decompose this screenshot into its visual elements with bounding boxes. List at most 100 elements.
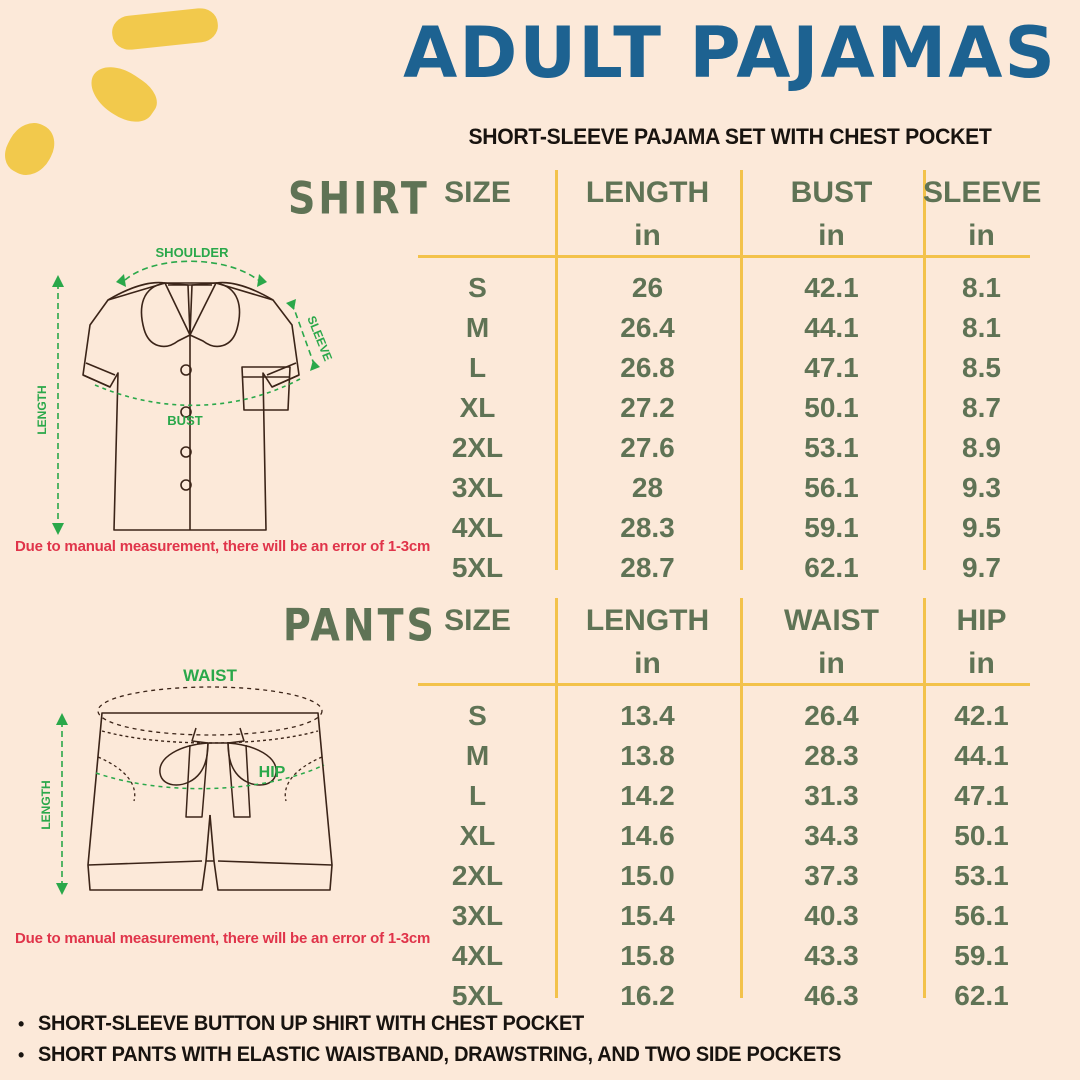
- cell-bust: 44.1: [804, 312, 859, 343]
- table-row: L 14.2 31.3 47.1: [400, 776, 1040, 816]
- table-row: 5XL 16.2 46.3 62.1: [400, 976, 1040, 1016]
- table-row: 3XL 15.4 40.3 56.1: [400, 896, 1040, 936]
- cell-sleeve: 9.5: [962, 512, 1001, 543]
- cell-hip: 44.1: [954, 740, 1009, 771]
- cell-size: 2XL: [451, 432, 504, 463]
- decorative-blob-icon: [110, 6, 220, 52]
- cell-length: 26.4: [620, 312, 675, 343]
- cell-size: XL: [459, 392, 496, 423]
- table-divider: [740, 170, 743, 570]
- pants-size-table: SIZE LENGTH WAIST HIP in in in S 13.4 26…: [400, 598, 1040, 1011]
- shirt-table-header-row: SIZE LENGTH BUST SLEEVE: [400, 176, 1042, 210]
- table-row: 4XL 28.3 59.1 9.5: [400, 508, 1040, 548]
- cell-hip: 50.1: [954, 820, 1009, 851]
- cell-waist: 46.3: [804, 980, 859, 1011]
- cell-waist: 37.3: [804, 860, 859, 891]
- column-header-size: SIZE: [444, 176, 511, 209]
- cell-sleeve: 9.3: [962, 472, 1001, 503]
- table-divider: [923, 170, 926, 570]
- column-header-sleeve: SLEEVE: [923, 176, 1042, 209]
- column-header-length: LENGTH: [585, 176, 710, 209]
- shoulder-measure-label: SHOULDER: [156, 245, 230, 260]
- cell-bust: 53.1: [804, 432, 859, 463]
- cell-size: 4XL: [451, 512, 504, 543]
- cell-bust: 50.1: [804, 392, 859, 423]
- cell-length: 13.4: [620, 700, 675, 731]
- cell-length: 13.8: [620, 740, 675, 771]
- cell-bust: 47.1: [804, 352, 859, 383]
- feature-text: SHORT-SLEEVE BUTTON UP SHIRT WITH CHEST …: [38, 1012, 584, 1035]
- column-unit-bust: in: [818, 219, 845, 252]
- sleeve-measure-label: SLEEVE: [304, 314, 335, 363]
- cell-hip: 62.1: [954, 980, 1009, 1011]
- column-unit-size: [400, 647, 555, 681]
- decorative-blob-icon: [0, 114, 63, 184]
- hip-measure-label: HIP: [259, 764, 286, 781]
- features-list: • SHORT-SLEEVE BUTTON UP SHIRT WITH CHES…: [18, 1012, 1058, 1074]
- column-header-bust: BUST: [790, 176, 873, 209]
- cell-length: 28.7: [620, 552, 675, 583]
- cell-size: XL: [459, 820, 496, 851]
- table-row: 2XL 27.6 53.1 8.9: [400, 428, 1040, 468]
- table-header-rule: [418, 683, 1030, 686]
- cell-waist: 28.3: [804, 740, 859, 771]
- cell-size: M: [465, 740, 490, 771]
- cell-sleeve: 8.1: [962, 312, 1001, 343]
- shirt-size-table: SIZE LENGTH BUST SLEEVE in in in S 26 42…: [400, 170, 1042, 583]
- cell-length: 15.0: [620, 860, 675, 891]
- list-item: • SHORT-SLEEVE BUTTON UP SHIRT WITH CHES…: [18, 1012, 1058, 1036]
- column-unit-hip: in: [968, 647, 995, 680]
- cell-length: 15.8: [620, 940, 675, 971]
- cell-length: 27.6: [620, 432, 675, 463]
- decorative-blob-icon: [81, 56, 165, 132]
- cell-size: 5XL: [451, 980, 504, 1011]
- bullet-dot-icon: •: [18, 1045, 25, 1065]
- length-measure-label: LENGTH: [39, 780, 53, 829]
- shirt-table-unit-row: in in in: [400, 214, 1040, 253]
- cell-size: M: [465, 312, 490, 343]
- cell-length: 16.2: [620, 980, 675, 1011]
- cell-sleeve: 9.7: [962, 552, 1001, 583]
- cell-hip: 53.1: [954, 860, 1009, 891]
- page-title: ADULT PAJAMAS: [403, 12, 1057, 94]
- feature-text: SHORT PANTS WITH ELASTIC WAISTBAND, DRAW…: [38, 1043, 842, 1066]
- table-row: 3XL 28 56.1 9.3: [400, 468, 1040, 508]
- cell-waist: 43.3: [804, 940, 859, 971]
- column-unit-length: in: [634, 219, 661, 252]
- cell-hip: 47.1: [954, 780, 1009, 811]
- cell-size: S: [468, 700, 487, 731]
- table-row: M 13.8 28.3 44.1: [400, 736, 1040, 776]
- cell-size: L: [468, 352, 487, 383]
- column-header-length: LENGTH: [585, 604, 710, 637]
- shirt-disclaimer: Due to manual measurement, there will be…: [15, 538, 431, 555]
- table-row: 2XL 15.0 37.3 53.1: [400, 856, 1040, 896]
- cell-waist: 40.3: [804, 900, 859, 931]
- cell-length: 15.4: [620, 900, 675, 931]
- cell-sleeve: 8.7: [962, 392, 1001, 423]
- cell-size: 3XL: [451, 900, 504, 931]
- cell-sleeve: 8.1: [962, 272, 1001, 303]
- cell-hip: 56.1: [954, 900, 1009, 931]
- bust-measure-label: BUST: [167, 413, 202, 428]
- cell-bust: 59.1: [804, 512, 859, 543]
- list-item: • SHORT PANTS WITH ELASTIC WAISTBAND, DR…: [18, 1043, 1058, 1067]
- table-header-rule: [418, 255, 1030, 258]
- cell-waist: 31.3: [804, 780, 859, 811]
- cell-length: 28.3: [620, 512, 675, 543]
- column-header-waist: WAIST: [784, 604, 879, 637]
- pants-category-label: PANTS: [283, 599, 437, 651]
- column-header-size: SIZE: [444, 604, 511, 637]
- cell-length: 28: [631, 472, 664, 503]
- page-subtitle: SHORT-SLEEVE PAJAMA SET WITH CHEST POCKE…: [468, 124, 992, 149]
- cell-sleeve: 8.5: [962, 352, 1001, 383]
- cell-bust: 56.1: [804, 472, 859, 503]
- cell-size: 5XL: [451, 552, 504, 583]
- shirt-diagram: SHOULDER SLEEVE BUST LENGTH: [20, 245, 390, 535]
- column-unit-size: [400, 219, 555, 253]
- cell-length: 14.6: [620, 820, 675, 851]
- cell-length: 27.2: [620, 392, 675, 423]
- table-divider: [923, 598, 926, 998]
- table-row: XL 14.6 34.3 50.1: [400, 816, 1040, 856]
- table-row: 4XL 15.8 43.3 59.1: [400, 936, 1040, 976]
- table-row: 5XL 28.7 62.1 9.7: [400, 548, 1040, 588]
